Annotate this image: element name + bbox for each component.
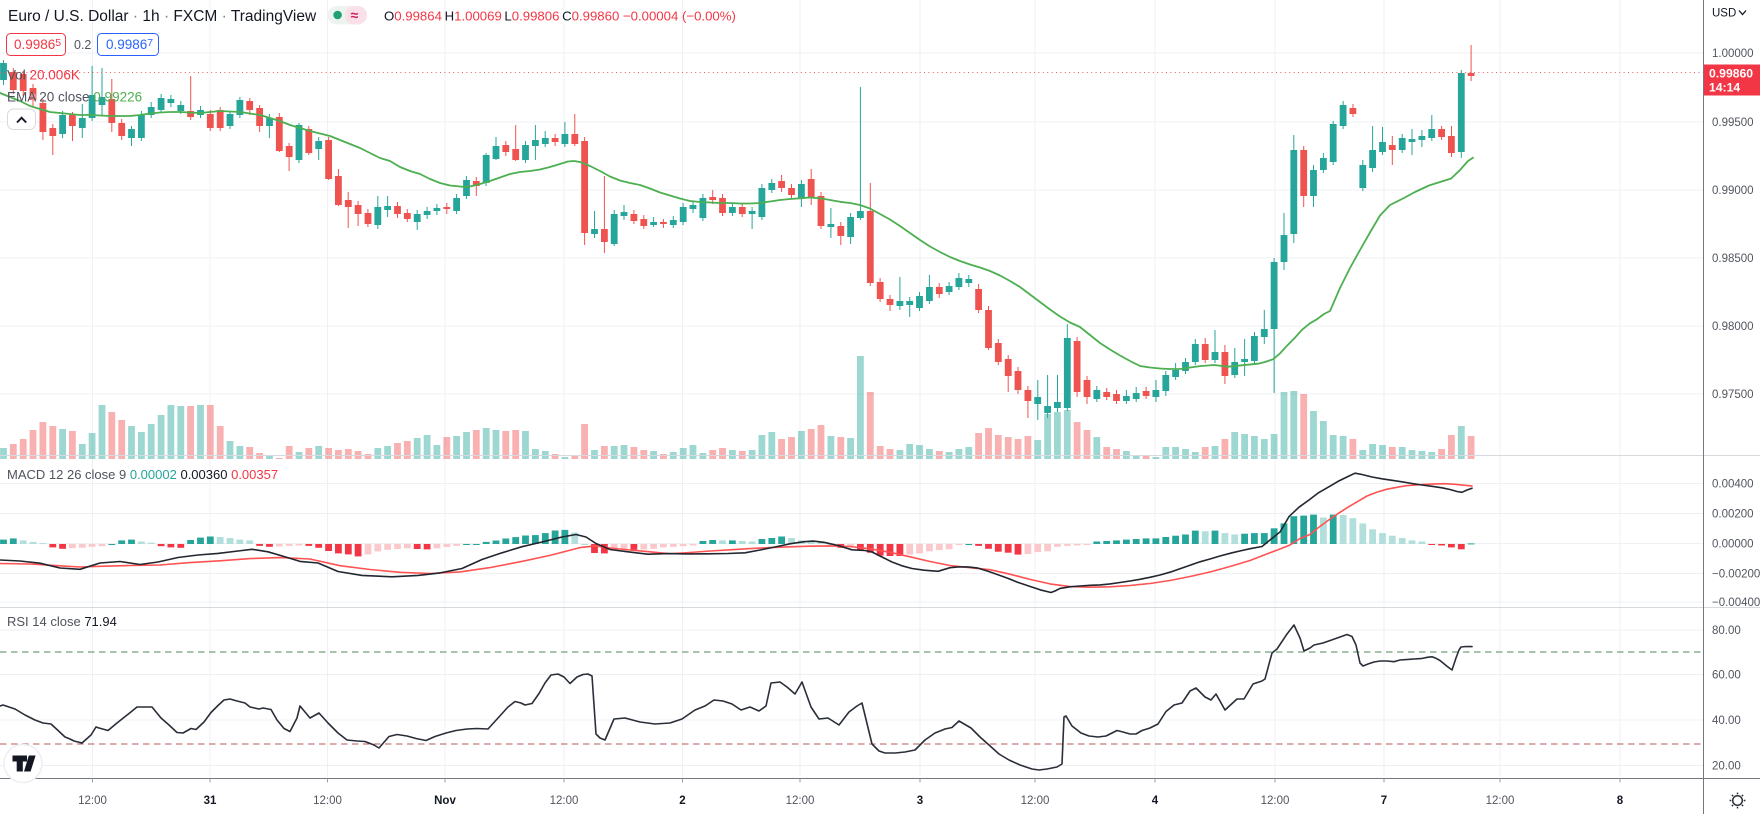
svg-text:12:00: 12:00 [78,795,107,807]
svg-text:0.00000: 0.00000 [1712,539,1754,551]
svg-text:80.00: 80.00 [1712,625,1741,637]
svg-text:14:14: 14:14 [1709,81,1740,95]
svg-text:Euro / U.S. Dollar · 1h · FXCM: Euro / U.S. Dollar · 1h · FXCM · Trading… [8,8,317,25]
svg-text:0.98000: 0.98000 [1712,321,1754,333]
svg-text:EMA 20 close 0.99226: EMA 20 close 0.99226 [7,90,142,105]
svg-text:7: 7 [1381,795,1387,807]
svg-text:MACD 12 26 close 9 0.00002 0: MACD 12 26 close 9 0.00002 0.00360 0.003… [7,467,278,482]
svg-text:12:00: 12:00 [1261,795,1290,807]
svg-text:20.00: 20.00 [1712,761,1741,773]
svg-text:0.99500: 0.99500 [1712,117,1754,129]
svg-text:8: 8 [1617,795,1624,807]
svg-text:0.97500: 0.97500 [1712,389,1754,401]
svg-text:−0.00200: −0.00200 [1712,569,1760,581]
svg-text:1.00000: 1.00000 [1712,48,1754,60]
svg-text:40.00: 40.00 [1712,715,1741,727]
svg-text:0.00400: 0.00400 [1712,479,1754,491]
svg-text:RSI 14 close 71.94: RSI 14 close 71.94 [7,614,117,629]
svg-text:2: 2 [679,795,685,807]
svg-text:0.99867: 0.99867 [106,37,153,52]
svg-text:−0.00400: −0.00400 [1712,597,1760,609]
svg-text:4: 4 [1152,795,1159,807]
svg-text:0.99000: 0.99000 [1712,185,1754,197]
svg-text:12:00: 12:00 [786,795,815,807]
svg-text:12:00: 12:00 [1486,795,1515,807]
svg-text:0.99860: 0.99860 [1709,67,1753,81]
svg-text:60.00: 60.00 [1712,670,1741,682]
svg-text:Vol 20.006K: Vol 20.006K [7,68,80,83]
svg-text:O0.99864 H1.00069 L0.99806 C0.: O0.99864 H1.00069 L0.99806 C0.99860 −0.0… [384,9,736,24]
svg-text:0.98500: 0.98500 [1712,253,1754,265]
svg-text:0.99865: 0.99865 [14,37,61,52]
svg-text:3: 3 [917,795,923,807]
svg-text:Nov: Nov [434,795,456,807]
svg-text:0.00200: 0.00200 [1712,509,1754,521]
svg-text:0.2: 0.2 [74,38,91,52]
svg-text:USD: USD [1712,8,1736,20]
svg-text:31: 31 [204,795,217,807]
svg-text:≈: ≈ [351,7,359,23]
svg-text:12:00: 12:00 [313,795,342,807]
svg-text:12:00: 12:00 [550,795,579,807]
svg-text:12:00: 12:00 [1021,795,1050,807]
